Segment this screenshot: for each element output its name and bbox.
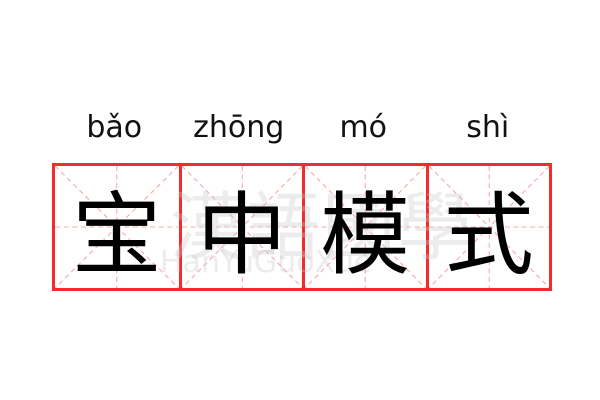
- character-cell: 式: [425, 166, 549, 288]
- pinyin-2: zhōng: [193, 110, 285, 145]
- character-cell: 中: [178, 166, 302, 288]
- guide-lines: [181, 166, 302, 288]
- pinyin-3: mó: [339, 110, 388, 145]
- hanzi-1: 宝: [71, 183, 162, 288]
- hanzi-3: 模: [320, 183, 411, 288]
- guide-lines: [428, 166, 549, 288]
- character-cell: 模: [302, 166, 426, 288]
- pinyin-4: shì: [466, 110, 510, 145]
- character-grid: 宝 中 模 式: [52, 163, 552, 291]
- pinyin-row: bǎo zhōng mó shì: [52, 108, 550, 148]
- character-cell: 宝: [55, 166, 179, 288]
- hanzi-4: 式: [443, 183, 534, 288]
- guide-lines: [55, 166, 179, 288]
- pinyin-1: bǎo: [86, 110, 143, 145]
- guide-lines: [305, 166, 426, 288]
- hanzi-2: 中: [196, 183, 287, 288]
